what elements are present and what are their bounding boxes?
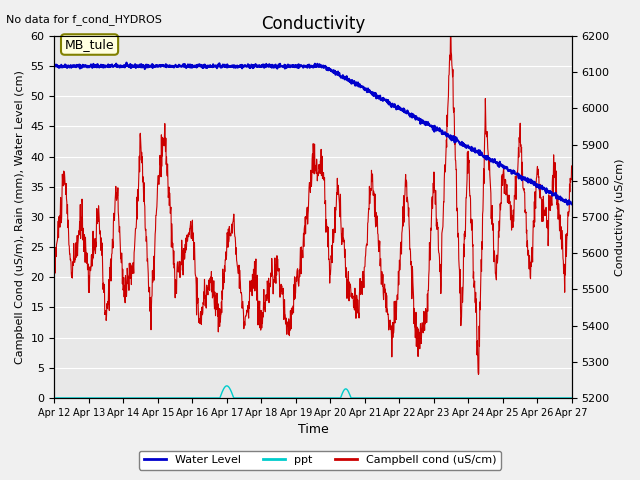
Y-axis label: Conductivity (uS/cm): Conductivity (uS/cm) bbox=[615, 158, 625, 276]
Text: No data for f_cond_HYDROS: No data for f_cond_HYDROS bbox=[6, 14, 163, 25]
Y-axis label: Campbell Cond (uS/m), Rain (mm), Water Level (cm): Campbell Cond (uS/m), Rain (mm), Water L… bbox=[15, 70, 25, 364]
Title: Conductivity: Conductivity bbox=[261, 15, 365, 33]
Legend: Water Level, ppt, Campbell cond (uS/cm): Water Level, ppt, Campbell cond (uS/cm) bbox=[140, 451, 500, 469]
X-axis label: Time: Time bbox=[298, 423, 328, 436]
Text: MB_tule: MB_tule bbox=[65, 38, 115, 51]
